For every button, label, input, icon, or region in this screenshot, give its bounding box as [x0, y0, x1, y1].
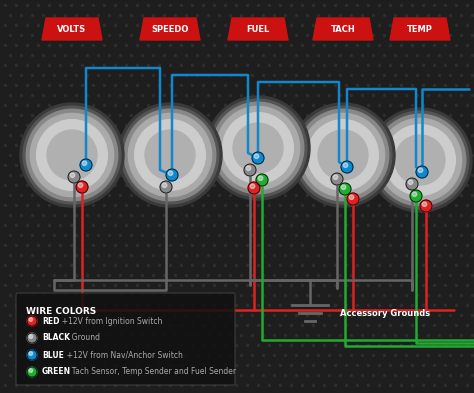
Circle shape: [246, 166, 251, 171]
Circle shape: [410, 190, 422, 202]
Circle shape: [223, 113, 293, 184]
Circle shape: [412, 192, 417, 196]
Circle shape: [343, 163, 348, 167]
Circle shape: [408, 180, 413, 184]
Circle shape: [124, 109, 216, 201]
Circle shape: [118, 103, 222, 207]
Circle shape: [26, 109, 118, 201]
Text: VOLTS: VOLTS: [57, 25, 87, 34]
Circle shape: [70, 173, 75, 178]
Circle shape: [248, 182, 260, 194]
Circle shape: [82, 161, 87, 165]
Circle shape: [378, 118, 462, 202]
Circle shape: [333, 175, 338, 180]
Circle shape: [128, 114, 211, 196]
Circle shape: [121, 106, 219, 204]
Circle shape: [422, 202, 427, 206]
Text: GREEN: GREEN: [42, 367, 71, 376]
Text: TACH: TACH: [331, 25, 356, 34]
Circle shape: [36, 119, 107, 190]
Circle shape: [78, 183, 83, 187]
Circle shape: [30, 114, 114, 196]
Circle shape: [297, 109, 389, 201]
Circle shape: [20, 103, 124, 207]
Circle shape: [29, 318, 33, 321]
Circle shape: [349, 195, 354, 200]
Circle shape: [27, 333, 37, 343]
Circle shape: [217, 107, 300, 189]
Circle shape: [206, 96, 310, 200]
Text: +12V from Nav/Anchor Switch: +12V from Nav/Anchor Switch: [62, 351, 183, 360]
Circle shape: [80, 159, 92, 171]
Text: BLUE: BLUE: [42, 351, 64, 360]
Circle shape: [331, 173, 343, 185]
Circle shape: [27, 367, 37, 377]
Circle shape: [368, 108, 472, 212]
Text: FUEL: FUEL: [246, 25, 270, 34]
Text: BLACK: BLACK: [42, 334, 70, 343]
Polygon shape: [140, 18, 200, 40]
Circle shape: [308, 119, 378, 190]
Circle shape: [29, 352, 33, 355]
Text: RED: RED: [42, 316, 60, 325]
Circle shape: [294, 106, 392, 204]
Circle shape: [318, 130, 368, 180]
Circle shape: [244, 164, 256, 176]
Text: Tach Sensor, Temp Sender and Fuel Sender: Tach Sensor, Temp Sender and Fuel Sender: [67, 367, 236, 376]
Circle shape: [160, 181, 172, 193]
Circle shape: [27, 350, 37, 360]
Circle shape: [416, 166, 428, 178]
Circle shape: [371, 111, 469, 209]
Circle shape: [209, 99, 307, 197]
Polygon shape: [228, 18, 288, 40]
Circle shape: [301, 114, 384, 196]
Circle shape: [374, 114, 466, 206]
Circle shape: [23, 106, 121, 204]
Circle shape: [212, 102, 304, 194]
Circle shape: [29, 334, 33, 338]
Text: SPEEDO: SPEEDO: [151, 25, 189, 34]
Circle shape: [252, 152, 264, 164]
Circle shape: [145, 130, 195, 180]
Circle shape: [339, 183, 351, 195]
Circle shape: [291, 103, 395, 207]
FancyBboxPatch shape: [16, 293, 235, 385]
Circle shape: [47, 130, 97, 180]
Circle shape: [135, 119, 205, 190]
Circle shape: [420, 200, 432, 212]
Circle shape: [162, 183, 167, 187]
Circle shape: [250, 184, 255, 189]
Circle shape: [233, 123, 283, 173]
Circle shape: [384, 125, 456, 195]
Circle shape: [68, 171, 80, 183]
Polygon shape: [313, 18, 373, 40]
Circle shape: [418, 168, 423, 173]
Circle shape: [258, 176, 263, 180]
Circle shape: [76, 181, 88, 193]
Text: TEMP: TEMP: [407, 25, 433, 34]
Circle shape: [254, 154, 259, 158]
Circle shape: [341, 185, 346, 189]
Polygon shape: [390, 18, 450, 40]
Circle shape: [347, 193, 359, 205]
Text: +12V from Ignition Switch: +12V from Ignition Switch: [57, 316, 163, 325]
Circle shape: [29, 369, 33, 373]
Circle shape: [256, 174, 268, 186]
Circle shape: [168, 171, 173, 176]
Text: WIRE COLORS: WIRE COLORS: [26, 307, 96, 316]
Circle shape: [166, 169, 178, 181]
Circle shape: [27, 316, 37, 326]
Circle shape: [406, 178, 418, 190]
Circle shape: [341, 161, 353, 173]
Text: Accessory Grounds: Accessory Grounds: [340, 309, 430, 318]
Polygon shape: [42, 18, 102, 40]
Circle shape: [395, 135, 445, 185]
Text: Ground: Ground: [67, 334, 100, 343]
